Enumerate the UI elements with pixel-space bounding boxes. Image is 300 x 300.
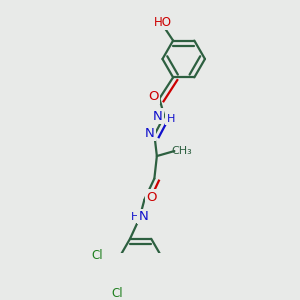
Text: HO: HO [154,16,172,29]
Text: Cl: Cl [92,250,103,262]
Text: N: N [153,110,163,123]
Text: O: O [148,90,158,103]
Text: N: N [138,210,148,223]
Text: N: N [145,127,155,140]
Text: CH₃: CH₃ [172,146,192,155]
Text: O: O [147,191,157,204]
Text: H: H [167,114,175,124]
Text: H: H [131,212,139,222]
Text: Cl: Cl [112,287,123,300]
